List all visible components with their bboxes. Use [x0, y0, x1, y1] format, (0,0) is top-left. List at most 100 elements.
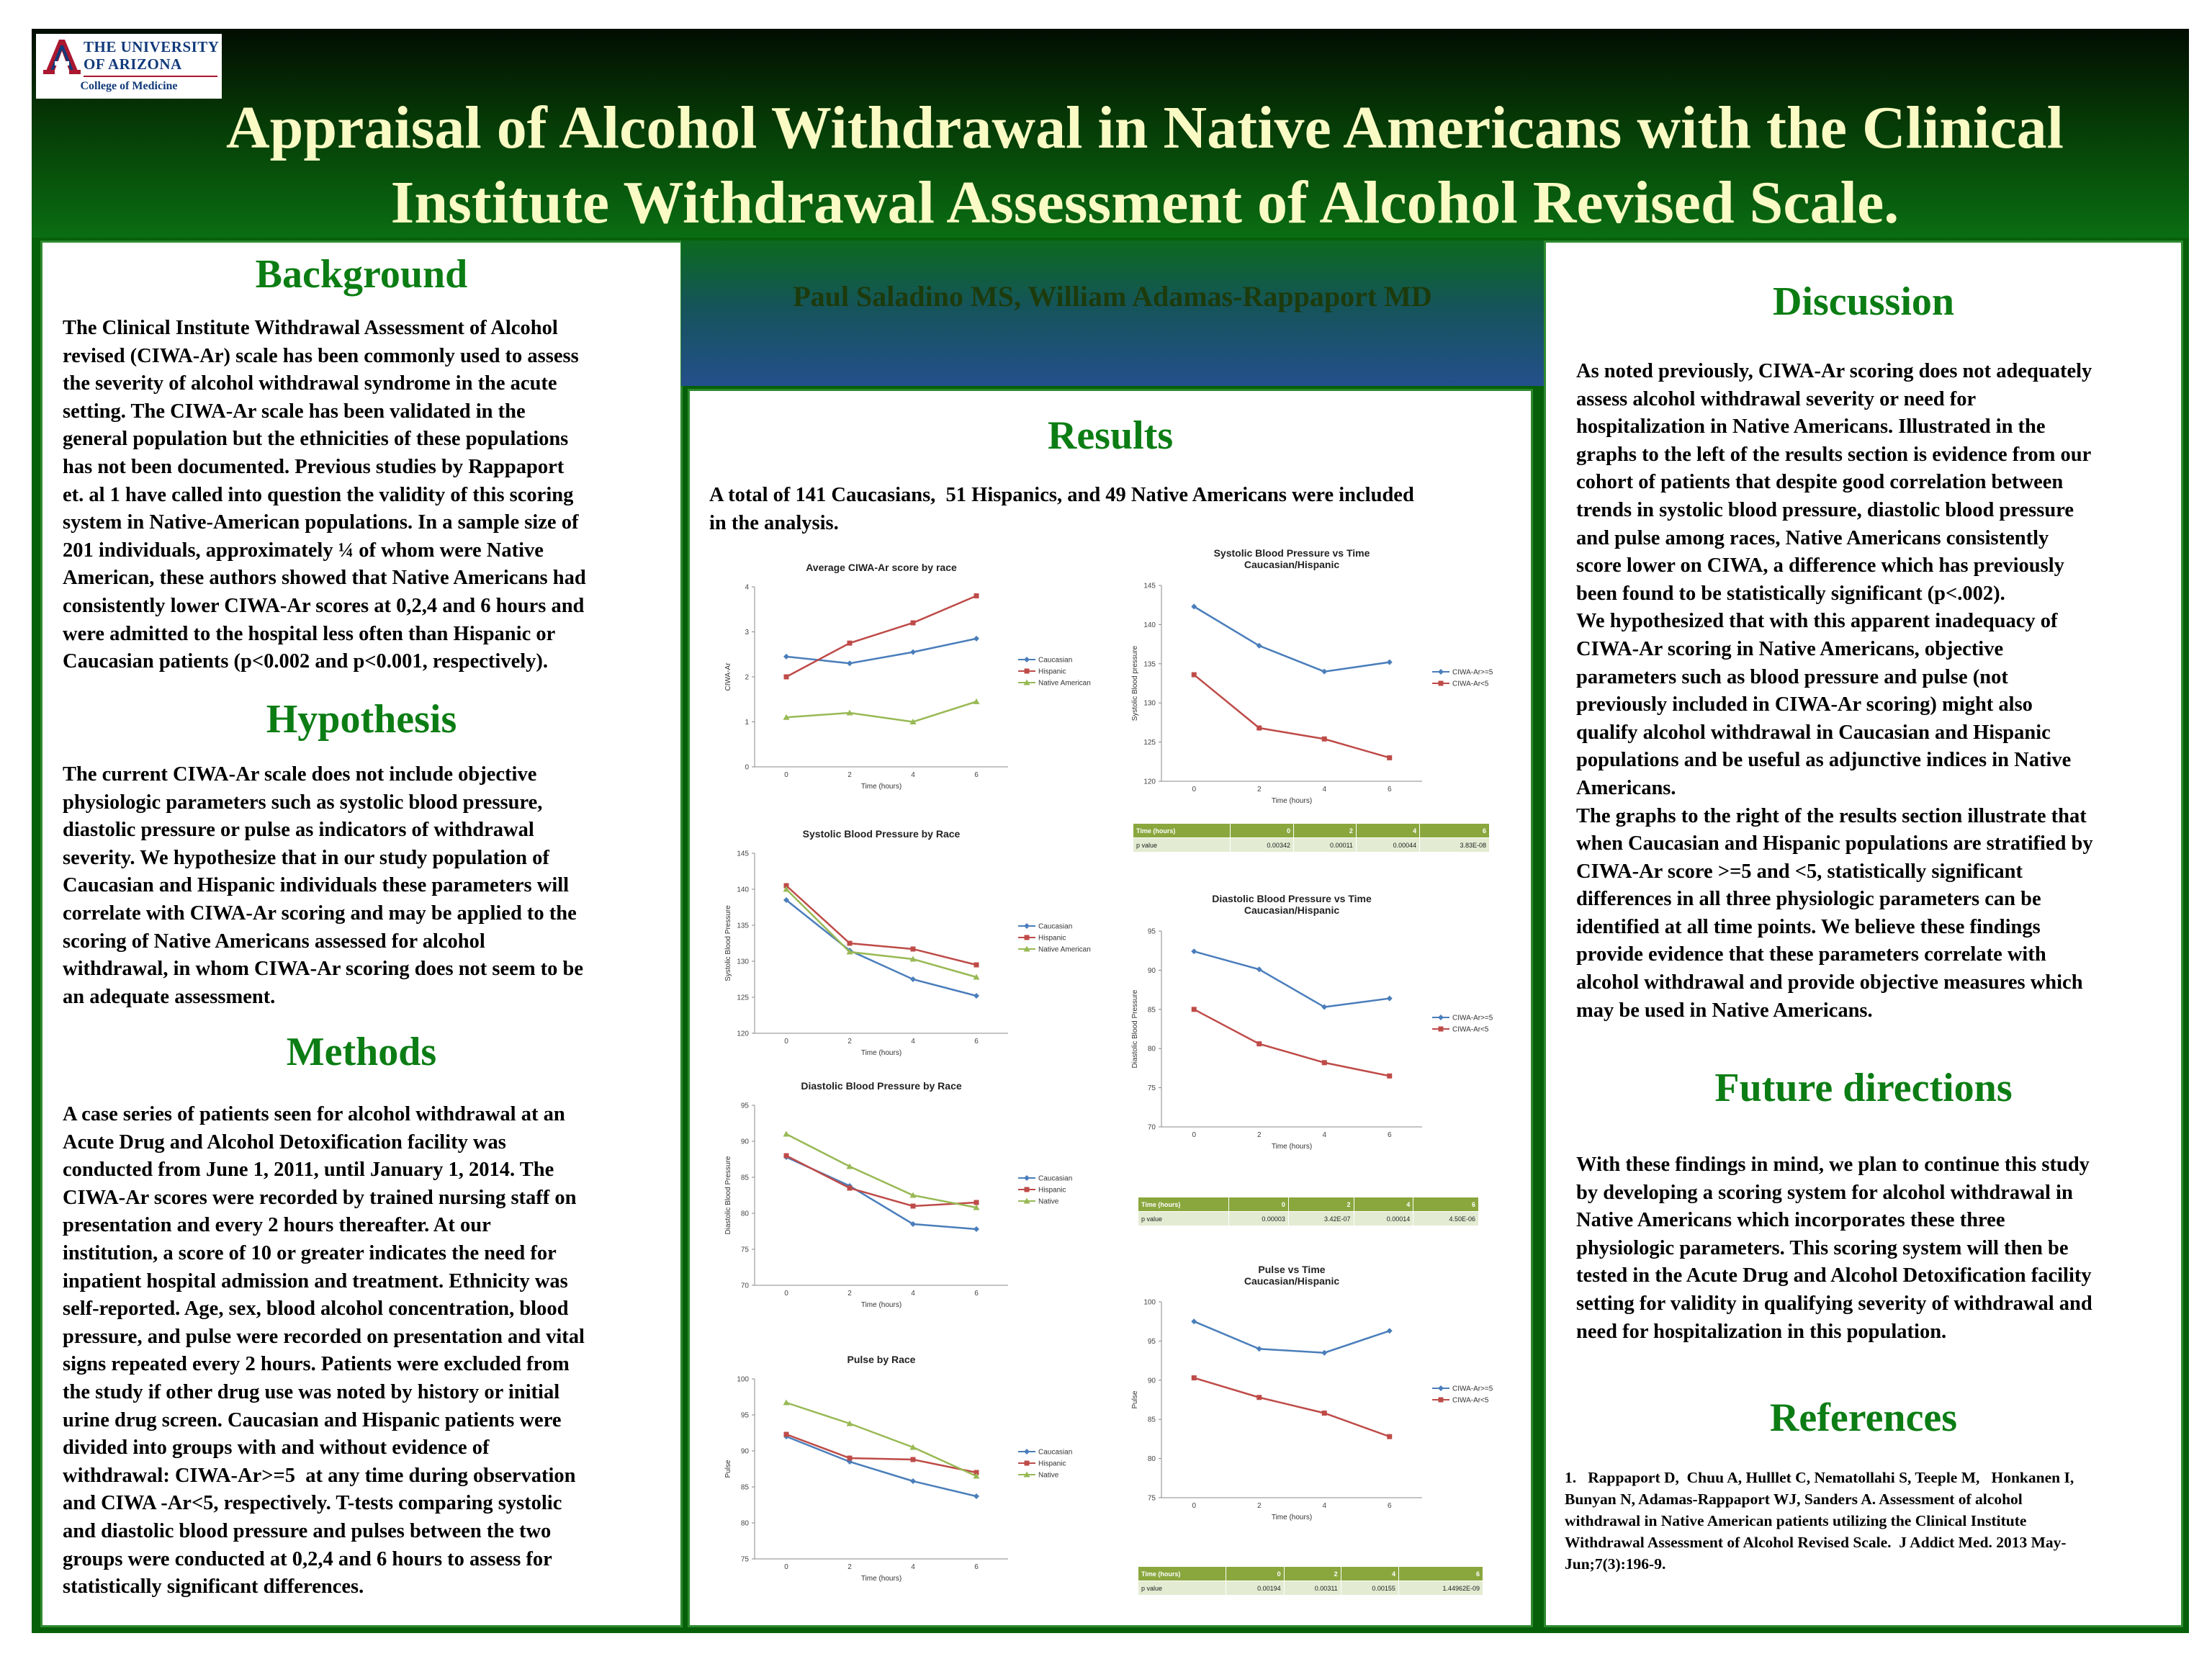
- text-line: graphs to the left of the results sectio…: [1576, 443, 2092, 466]
- data-point: [909, 1192, 917, 1198]
- text-line: may be used in Native Americans.: [1576, 999, 1873, 1022]
- text-line: urine drug screen. Caucasian and Hispani…: [63, 1408, 562, 1431]
- legend-label: CIWA-Ar>=5: [1452, 1015, 1493, 1022]
- y-tick-label: 90: [741, 1448, 750, 1456]
- text-line: inpatient hospital admission and treatme…: [63, 1269, 568, 1292]
- x-axis-label: Time (hours): [861, 1049, 902, 1057]
- legend-label: Native American: [1038, 680, 1091, 688]
- series-line: [786, 1156, 977, 1231]
- text-line: has not been documented. Previous studie…: [63, 455, 565, 478]
- data-point: [783, 1431, 789, 1437]
- data-point: [973, 1473, 980, 1479]
- data-point: [1191, 1375, 1197, 1381]
- text-line: cohort of patients that despite good cor…: [1576, 471, 2064, 494]
- data-point: [1024, 668, 1030, 674]
- data-point: [909, 956, 917, 962]
- data-point: [847, 660, 853, 667]
- data-point: [910, 976, 916, 982]
- text-line: parameters such as blood pressure and pu…: [1576, 665, 2008, 688]
- y-tick-label: 95: [741, 1412, 750, 1420]
- text-line: The current CIWA-Ar scale does not inclu…: [63, 763, 537, 786]
- y-tick-label: 75: [741, 1246, 750, 1254]
- data-point: [1387, 1073, 1393, 1079]
- data-point: [1387, 755, 1393, 760]
- legend-label: Caucasian: [1038, 1175, 1072, 1183]
- x-tick-label: 6: [974, 1290, 979, 1298]
- x-tick-label: 0: [784, 1563, 788, 1571]
- data-point: [1386, 1328, 1393, 1334]
- data-point: [1321, 736, 1327, 742]
- data-point: [846, 709, 853, 716]
- y-tick-label: 130: [1143, 700, 1156, 708]
- data-point: [1438, 1385, 1444, 1391]
- text-line: in the analysis.: [709, 511, 839, 534]
- x-axis-label: Time (hours): [1272, 1143, 1312, 1151]
- text-line: withdrawal: CIWA-Ar>=5 at any time durin…: [63, 1464, 576, 1487]
- text-line: With these findings in mind, we plan to …: [1576, 1154, 2090, 1176]
- y-axis-label: Systolic Blood pressure: [1131, 645, 1139, 721]
- text-line: et. al 1 have called into question the v…: [63, 483, 574, 506]
- y-tick-label: 80: [1148, 1046, 1156, 1053]
- y-tick-label: 100: [737, 1376, 749, 1384]
- chart-title: Systolic Blood Pressure vs Time: [1214, 547, 1370, 559]
- text-line: 1. Rappaport D, Chuu A, Hulllet C, Nemat…: [1565, 1469, 2074, 1486]
- text-line: when Caucasian and Hispanic populations …: [1576, 832, 2093, 855]
- text-line: scoring of Native Americans assessed for…: [63, 930, 485, 953]
- x-tick-label: 4: [1322, 1502, 1326, 1510]
- table-header-row: Time (hours) 0 2 4 6: [1137, 1566, 1484, 1581]
- text-line: CIWA-Ar score >=5 and <5, statistically …: [1576, 860, 2023, 883]
- y-tick-label: 3: [745, 629, 749, 637]
- x-tick-label: 0: [1192, 1502, 1196, 1510]
- text-line: self-reported. Age, sex, blood alcohol c…: [63, 1298, 569, 1321]
- references-heading: References: [1769, 1395, 1958, 1440]
- text-line: conducted from June 1, 2011, until Janua…: [63, 1159, 554, 1182]
- discussion-text: As noted previously, CIWA-Ar scoring doe…: [1576, 358, 2181, 1025]
- text-line: by developing a scoring system for alcoh…: [1576, 1181, 2073, 1204]
- text-line: A case series of patients seen for alcoh…: [63, 1103, 565, 1125]
- data-point: [1438, 680, 1444, 686]
- data-point: [783, 886, 790, 892]
- text-line: Acute Drug and Alcohol Detoxification fa…: [63, 1130, 506, 1154]
- series-caucasian: [783, 1154, 979, 1232]
- data-point: [1256, 642, 1262, 649]
- series-line: [786, 1435, 977, 1498]
- text-line: severity. We hypothesize that in our stu…: [63, 846, 549, 869]
- data-point: [847, 1185, 853, 1191]
- data-point: [910, 620, 916, 626]
- table-cell: 2: [1283, 1566, 1341, 1581]
- data-point: [1321, 668, 1328, 675]
- data-point: [1191, 672, 1197, 678]
- text-line: physiologic parameters. This scoring sys…: [1576, 1236, 2069, 1259]
- y-tick-label: 70: [741, 1282, 750, 1290]
- data-point: [974, 962, 979, 968]
- text-line: previously included in CIWA-Ar scoring) …: [1576, 693, 2033, 716]
- data-point: [974, 593, 979, 598]
- series-line: [786, 885, 977, 966]
- discussion-heading: Discussion: [1772, 279, 1955, 324]
- data-point: [910, 1203, 916, 1209]
- table-cell: 0.00194: [1226, 1581, 1285, 1596]
- table-cell: 1.44962E-09: [1398, 1581, 1484, 1596]
- x-tick-label: 2: [848, 771, 852, 779]
- y-tick-label: 140: [1143, 621, 1156, 629]
- data-point: [1024, 923, 1030, 929]
- data-point: [910, 1478, 916, 1484]
- x-axis-label: Time (hours): [1272, 1514, 1312, 1521]
- series-hispanic: [783, 1153, 979, 1209]
- series-line: [1193, 950, 1390, 1008]
- legend-label: Hispanic: [1038, 1187, 1066, 1195]
- results-heading: Results: [1047, 413, 1174, 458]
- table-cell: 0.00003: [1228, 1211, 1289, 1226]
- series-ciwa-ar-5: [1191, 948, 1393, 1010]
- data-point: [910, 1457, 916, 1462]
- x-tick-label: 4: [1322, 786, 1326, 793]
- table-cell: 0.00311: [1283, 1581, 1341, 1596]
- methods-heading: Methods: [286, 1030, 437, 1074]
- series-line: [786, 1433, 977, 1474]
- data-point: [1438, 1015, 1444, 1020]
- chart-ciwa-by-race: Average CIWA-Ar score by race 0 1 2 3 4 0 2 4 6 Ti…: [724, 562, 1091, 791]
- text-line: consistently lower CIWA-Ar scores at 0,2…: [63, 594, 585, 617]
- text-line: need for hospitalization in this populat…: [1576, 1320, 1947, 1343]
- y-tick-label: 0: [745, 764, 749, 772]
- data-point: [909, 1444, 917, 1450]
